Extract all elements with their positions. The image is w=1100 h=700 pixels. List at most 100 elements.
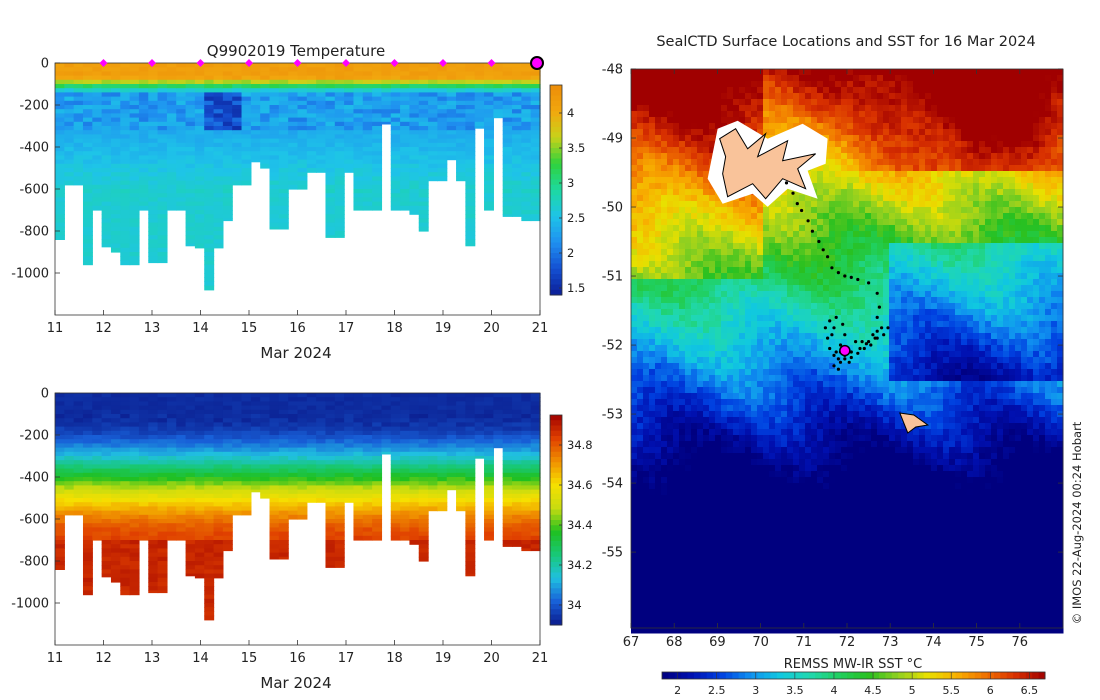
sst-row <box>631 501 1064 508</box>
temperature-xlabel: Mar 2024 <box>260 344 331 362</box>
colorbar-swatch <box>550 132 562 138</box>
colorbar-swatch <box>550 457 562 463</box>
track-point <box>832 364 836 368</box>
colorbar-swatch <box>550 504 562 510</box>
colorbar-swatch <box>550 169 562 175</box>
colorbar-swatch <box>550 127 562 133</box>
x-tick-label: 74 <box>925 635 942 650</box>
colorbar-swatch <box>550 525 562 531</box>
track-point <box>810 229 815 233</box>
colorbar-swatch <box>550 263 562 270</box>
sst-row <box>631 303 1064 310</box>
sst-row <box>631 513 1064 520</box>
sst-row <box>631 597 1064 604</box>
sst-row <box>631 279 1064 286</box>
profile-column <box>474 393 485 459</box>
profile-column <box>484 393 494 541</box>
track-point <box>843 357 847 361</box>
colorbar-tick-label: 34 <box>567 598 582 612</box>
profile-column <box>372 63 383 211</box>
sst-row <box>631 117 1064 124</box>
sst-row <box>631 519 1064 526</box>
profile-column <box>185 393 196 577</box>
x-tick-label: 13 <box>144 321 161 336</box>
profile-column <box>120 63 131 266</box>
profile-column <box>316 393 327 503</box>
x-tick-label: 19 <box>435 321 452 336</box>
x-tick-label: 71 <box>796 635 813 650</box>
colorbar-tick-label: 34.6 <box>567 478 593 492</box>
profile-column <box>306 63 317 173</box>
colorbar-swatch <box>550 242 562 249</box>
profile-column <box>428 63 439 182</box>
colorbar-tick-label: 3 <box>752 684 759 697</box>
colorbar-swatch <box>550 425 562 432</box>
track-point <box>836 271 841 275</box>
profile-column <box>344 393 355 503</box>
colorbar-swatch <box>550 121 562 128</box>
colorbar-swatch <box>962 672 969 679</box>
track-point <box>860 340 864 344</box>
colorbar-swatch <box>681 672 689 679</box>
temperature-axes: 0 -200 -400 -600 -800 -1000 11 12 13 14 15 16 17 18 19… <box>11 56 549 336</box>
profile-column <box>101 393 112 578</box>
colorbar-tick-label: 3.5 <box>786 684 804 697</box>
colorbar-swatch <box>550 430 562 437</box>
profile-column <box>493 63 504 119</box>
profile-column <box>437 63 448 182</box>
track-point <box>784 181 789 185</box>
sst-row <box>631 381 1064 388</box>
profile-column <box>512 63 522 217</box>
track-point <box>834 315 838 319</box>
profile-column <box>269 393 280 560</box>
sst-row <box>631 93 1064 100</box>
colorbar-swatch <box>923 672 931 679</box>
colorbar-swatch <box>1013 672 1020 679</box>
colorbar-swatch <box>725 672 733 679</box>
colorbar-swatch <box>808 672 816 679</box>
colorbar-swatch <box>1038 672 1046 679</box>
colorbar-swatch <box>550 609 562 615</box>
x-tick-label: 76 <box>1012 635 1029 650</box>
sst-row <box>631 489 1064 496</box>
profile-column <box>82 393 93 596</box>
profile-column <box>288 63 299 190</box>
colorbar-tick-label: 2.5 <box>708 684 726 697</box>
colorbar-swatch <box>550 541 562 547</box>
sst-row <box>631 387 1064 394</box>
sst-row <box>631 471 1064 478</box>
colorbar-swatch <box>550 137 562 144</box>
colorbar-tick-label: 4.5 <box>864 684 882 697</box>
sst-row <box>631 345 1064 352</box>
x-tick-label: 70 <box>752 635 769 650</box>
profile-column <box>157 393 168 594</box>
current-position-marker <box>530 56 544 70</box>
track-point <box>880 326 884 330</box>
profile-column <box>334 393 345 568</box>
profile-column <box>194 393 205 579</box>
x-tick-label: 15 <box>241 321 258 336</box>
track-point <box>856 277 860 282</box>
colorbar-tick-label: 6.5 <box>1021 684 1039 697</box>
profile-column <box>418 393 429 562</box>
sst-row <box>631 585 1064 592</box>
sst-row <box>631 141 1064 148</box>
colorbar-swatch <box>550 142 562 149</box>
colorbar-tick-label: 34.8 <box>567 438 593 452</box>
sst-row <box>631 99 1064 106</box>
profile-column <box>260 393 271 499</box>
profile-column <box>269 63 280 230</box>
colorbar-swatch <box>700 672 708 679</box>
sst-row <box>631 225 1064 232</box>
colorbar-swatch <box>872 672 880 679</box>
y-tick-label: -400 <box>19 141 49 156</box>
colorbar-swatch <box>1019 672 1027 679</box>
colorbar-swatch <box>930 672 937 679</box>
profile-column <box>250 63 261 163</box>
x-tick-label: 68 <box>666 635 683 650</box>
island-heard <box>899 412 930 434</box>
x-tick-label: 21 <box>532 321 549 336</box>
track-point <box>849 355 853 360</box>
y-tick-label: -400 <box>19 471 49 486</box>
profile-column <box>92 63 103 211</box>
